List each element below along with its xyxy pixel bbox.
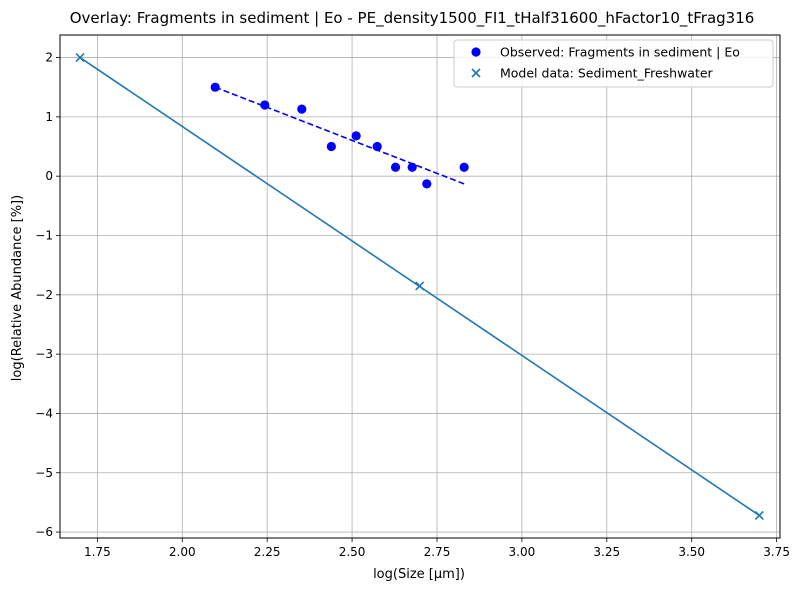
model-point — [754, 510, 764, 521]
x-tick-label: 1.75 — [84, 545, 111, 559]
y-tick-label: −6 — [35, 525, 53, 539]
x-tick-label: 2.75 — [424, 545, 451, 559]
observed-point — [260, 100, 270, 110]
x-tick-label: 3.00 — [509, 545, 536, 559]
x-tick-label: 3.50 — [678, 545, 705, 559]
y-tick-label: −3 — [35, 347, 53, 361]
observed-point — [422, 179, 432, 189]
observed-point — [372, 141, 382, 152]
legend-observed-marker — [471, 47, 481, 57]
legend-entry-label: Model data: Sediment_Freshwater — [500, 66, 714, 81]
chart-title: Overlay: Fragments in sediment | Eo - PE… — [70, 9, 755, 28]
x-axis-label: log(Size [µm]) — [373, 567, 465, 582]
observed-point — [326, 141, 336, 152]
observed-point — [390, 162, 401, 172]
observed-point — [407, 162, 417, 172]
x-tick-label: 2.50 — [339, 545, 366, 559]
x-tick-label: 2.25 — [254, 545, 281, 559]
legend: Observed: Fragments in sediment | Eo Mode… — [453, 39, 774, 88]
data-points — [75, 52, 764, 521]
y-tick-label: 2 — [45, 51, 53, 65]
ticks: 1.75 2.00 2.25 2.50 2.75 3.00 3.25 3.50 3.75 −6 −5… — [35, 51, 790, 559]
grid — [60, 35, 780, 538]
observed-point — [210, 82, 220, 92]
legend-box — [453, 39, 774, 88]
y-tick-label: −5 — [35, 466, 53, 480]
observed-point — [459, 162, 469, 172]
y-tick-label: −2 — [35, 288, 53, 302]
y-tick-label: 1 — [45, 110, 53, 124]
y-tick-label: 0 — [45, 169, 53, 183]
x-tick-label: 3.25 — [593, 545, 620, 559]
observed-point — [351, 131, 361, 141]
plot-frame — [59, 34, 781, 539]
model-point — [75, 52, 85, 63]
model-point — [415, 281, 425, 291]
y-axis-label: log(Relative Abundance [%]) — [10, 195, 25, 381]
x-tick-label: 3.75 — [763, 545, 790, 559]
x-tick-label: 2.00 — [169, 545, 196, 559]
observed-fit-line — [214, 86, 465, 185]
legend-entry-label: Observed: Fragments in sediment | Eo — [500, 45, 740, 60]
observed-point — [297, 104, 307, 114]
legend-model-marker — [471, 68, 481, 78]
y-tick-label: −1 — [35, 228, 53, 242]
y-tick-label: −4 — [35, 406, 53, 420]
